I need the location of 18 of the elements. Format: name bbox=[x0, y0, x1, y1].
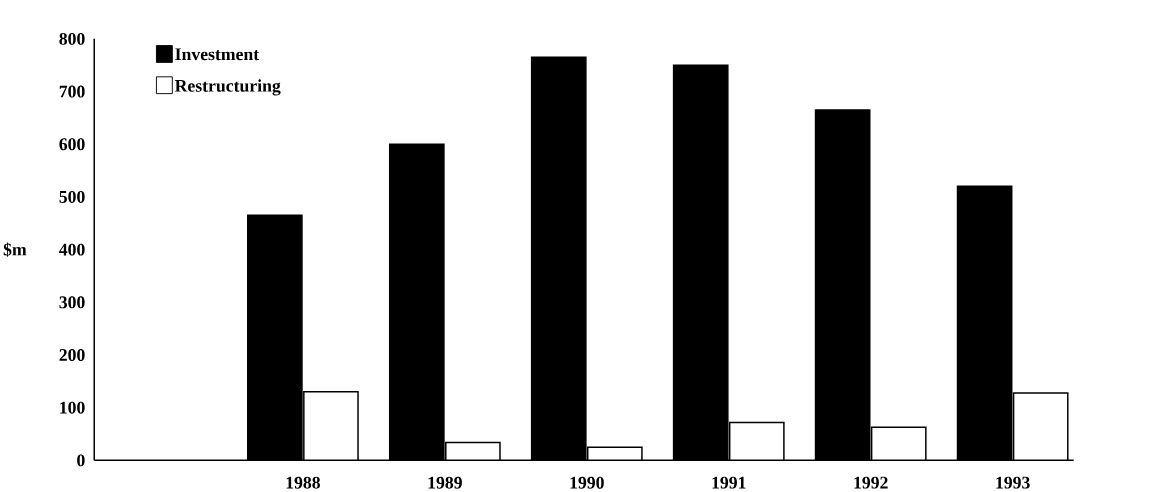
y-tick-label: 100 bbox=[60, 401, 85, 414]
y-axis-title: $m bbox=[3, 242, 27, 257]
y-tick-label: 700 bbox=[59, 85, 85, 98]
y-tick-label: 800 bbox=[59, 32, 85, 45]
y-tick-label: 400 bbox=[59, 243, 85, 256]
x-tick-label: 1990 bbox=[570, 476, 604, 489]
legend-label: Investment bbox=[175, 48, 260, 61]
x-tick-label: 1989 bbox=[428, 476, 462, 489]
x-tick-label: 1991 bbox=[712, 476, 746, 489]
y-tick-label: 200 bbox=[59, 349, 85, 362]
y-tick-label: 600 bbox=[59, 138, 85, 151]
legend-label: Restructuring bbox=[174, 79, 281, 96]
y-tick-label: 300 bbox=[59, 296, 85, 309]
x-tick-label: 1988 bbox=[286, 476, 320, 489]
y-tick-label: 500 bbox=[59, 191, 85, 203]
x-tick-label: 1992 bbox=[854, 476, 888, 489]
y-tick-label: 0 bbox=[77, 454, 85, 467]
x-tick-label: 1993 bbox=[996, 476, 1030, 489]
